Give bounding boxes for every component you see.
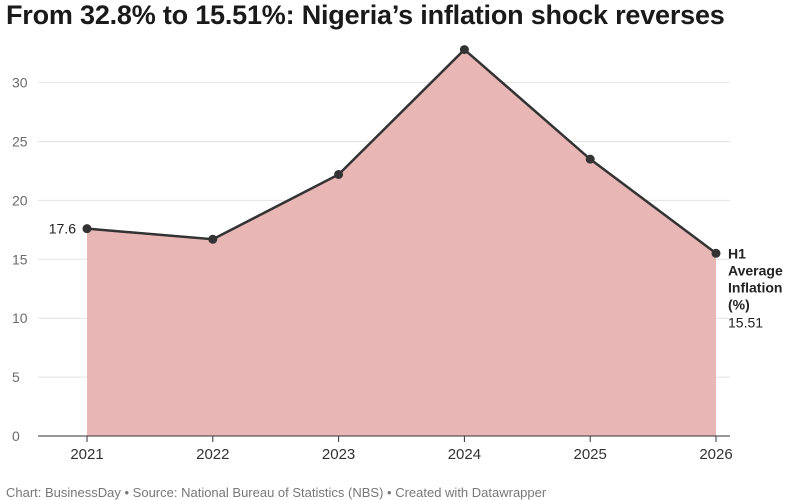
chart-footer: Chart: BusinessDay • Source: National Bu… bbox=[6, 485, 546, 500]
footer-credit: Chart: BusinessDay bbox=[6, 485, 121, 500]
data-points bbox=[82, 45, 721, 258]
inflation-area bbox=[87, 49, 716, 437]
y-tick-label: 15 bbox=[12, 251, 28, 267]
y-tick-label: 0 bbox=[12, 428, 20, 444]
x-tick-label: 2025 bbox=[574, 446, 607, 463]
data-point bbox=[585, 154, 595, 164]
footer-source: Source: National Bureau of Statistics (N… bbox=[132, 485, 384, 500]
y-tick-label: 10 bbox=[12, 310, 28, 326]
x-tick-label: 2026 bbox=[699, 446, 732, 463]
footer-separator: • bbox=[383, 485, 396, 500]
y-tick-label: 20 bbox=[12, 192, 28, 208]
x-tick-label: 2024 bbox=[448, 446, 481, 463]
y-tick-label: 5 bbox=[12, 369, 20, 385]
y-axis-ticks: 0 5 10 15 20 25 30 bbox=[12, 75, 28, 444]
data-point bbox=[208, 234, 218, 244]
footer-separator: • bbox=[120, 485, 133, 500]
data-label-last: 15.51 bbox=[728, 314, 763, 330]
x-tick-label: 2022 bbox=[196, 446, 229, 463]
chart-title: From 32.8% to 15.51%: Nigeria’s inflatio… bbox=[6, 0, 725, 30]
data-point bbox=[82, 224, 92, 234]
footer-tool: Created with Datawrapper bbox=[395, 485, 547, 500]
inflation-line bbox=[86, 47, 717, 255]
data-point bbox=[711, 248, 721, 258]
x-tick-label: 2021 bbox=[70, 446, 103, 463]
series-label: (%) bbox=[728, 296, 750, 312]
x-axis-ticks: 2021 2022 2023 2024 2025 2026 bbox=[70, 436, 733, 463]
y-tick-label: 30 bbox=[12, 75, 28, 91]
x-tick-label: 2023 bbox=[322, 446, 355, 463]
data-point bbox=[459, 45, 469, 55]
series-label: H1 bbox=[728, 245, 746, 261]
data-label-first: 17.6 bbox=[49, 221, 76, 237]
series-label: Inflation bbox=[728, 279, 782, 295]
y-tick-label: 25 bbox=[12, 134, 28, 150]
series-label: Average bbox=[728, 262, 783, 278]
data-point bbox=[334, 169, 344, 179]
